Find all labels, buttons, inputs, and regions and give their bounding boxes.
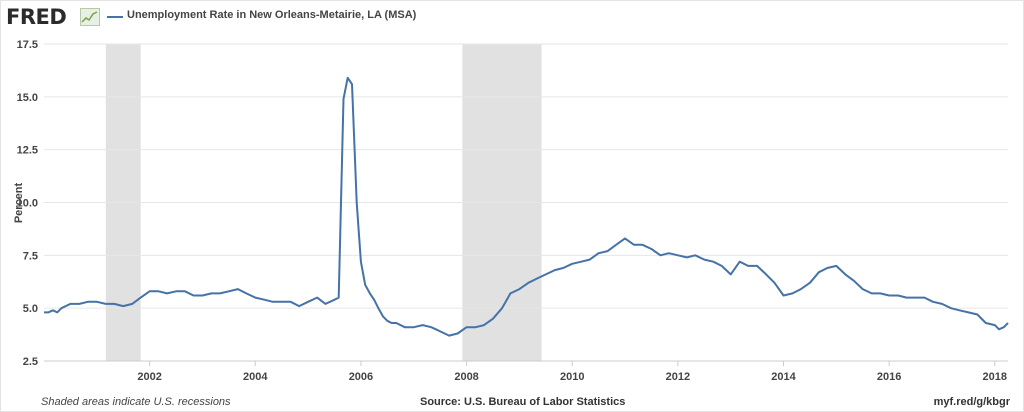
short-url-link[interactable]: myf.red/g/kbgr xyxy=(933,396,1010,408)
chart-title: Unemployment Rate in New Orleans-Metairi… xyxy=(127,9,417,21)
source-credit: Source: U.S. Bureau of Labor Statistics xyxy=(420,396,626,408)
y-tick-label: 7.5 xyxy=(23,250,38,262)
legend-series-line xyxy=(107,16,123,18)
x-tick-label: 2010 xyxy=(560,371,584,383)
y-tick-label: 2.5 xyxy=(23,356,38,368)
fred-logo[interactable]: FRED xyxy=(6,5,67,29)
x-tick-label: 2014 xyxy=(771,371,796,383)
trend-chart-icon xyxy=(80,8,100,26)
y-tick-label: 15.0 xyxy=(17,92,38,104)
series-line xyxy=(44,76,1009,337)
y-tick-label: 10.0 xyxy=(17,198,38,210)
recession-note: Shaded areas indicate U.S. recessions xyxy=(41,396,231,408)
x-tick-label: 2016 xyxy=(877,371,901,383)
x-tick-label: 2004 xyxy=(243,371,268,383)
y-tick-label: 12.5 xyxy=(17,145,38,157)
y-tick-label: 5.0 xyxy=(23,303,38,315)
x-tick-label: 2002 xyxy=(137,371,161,383)
x-tick-label: 2006 xyxy=(349,371,373,383)
y-axis-title: Percent xyxy=(13,182,25,223)
x-tick-label: 2018 xyxy=(983,371,1007,383)
y-tick-label: 17.5 xyxy=(17,39,38,51)
x-tick-label: 2012 xyxy=(666,371,690,383)
x-tick-label: 2008 xyxy=(454,371,478,383)
